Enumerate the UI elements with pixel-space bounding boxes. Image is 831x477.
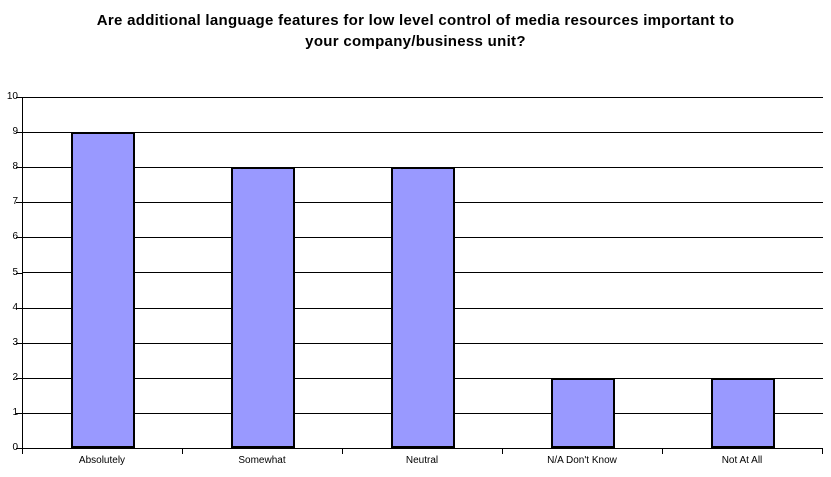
y-axis-tick [16, 97, 22, 98]
x-axis-tick [662, 449, 663, 454]
y-axis-label: 5 [0, 267, 18, 279]
chart-title-text: Are additional language features for low… [96, 12, 735, 50]
bar [551, 378, 615, 448]
y-axis-tick [16, 413, 22, 414]
y-axis-label: 4 [0, 302, 18, 314]
bar [391, 167, 455, 448]
bar [231, 167, 295, 448]
y-axis-label: 9 [0, 126, 18, 138]
y-axis-tick [16, 237, 22, 238]
y-axis-label: 3 [0, 337, 18, 349]
x-axis-label: N/A Don't Know [547, 455, 617, 466]
y-axis-label: 7 [0, 196, 18, 208]
x-axis-label: Absolutely [78, 455, 126, 466]
x-axis-tick [22, 449, 23, 454]
gridline [23, 132, 823, 133]
x-axis-label: Somewhat [238, 455, 286, 466]
y-axis-label: 1 [0, 407, 18, 419]
y-axis-tick [16, 273, 22, 274]
x-axis-tick [502, 449, 503, 454]
bar [711, 378, 775, 448]
x-axis-label: Neutral [405, 455, 439, 466]
y-axis-label: 2 [0, 372, 18, 384]
y-axis-tick [16, 448, 22, 449]
x-axis-label: Not At All [721, 455, 763, 466]
bar [71, 132, 135, 448]
y-axis-tick [16, 132, 22, 133]
chart-title: Are additional language features for low… [0, 10, 831, 52]
y-axis-tick [16, 378, 22, 379]
x-axis-tick [182, 449, 183, 454]
y-axis-tick [16, 202, 22, 203]
y-axis-tick [16, 167, 22, 168]
x-axis-tick [822, 449, 823, 454]
y-axis-label: 8 [0, 161, 18, 173]
x-axis-tick [342, 449, 343, 454]
y-axis-tick [16, 343, 22, 344]
gridline [23, 97, 823, 98]
y-axis-label: 0 [0, 442, 18, 454]
y-axis-tick [16, 308, 22, 309]
y-axis-label: 6 [0, 231, 18, 243]
plot-area [22, 97, 823, 449]
y-axis-label: 10 [6, 91, 18, 102]
